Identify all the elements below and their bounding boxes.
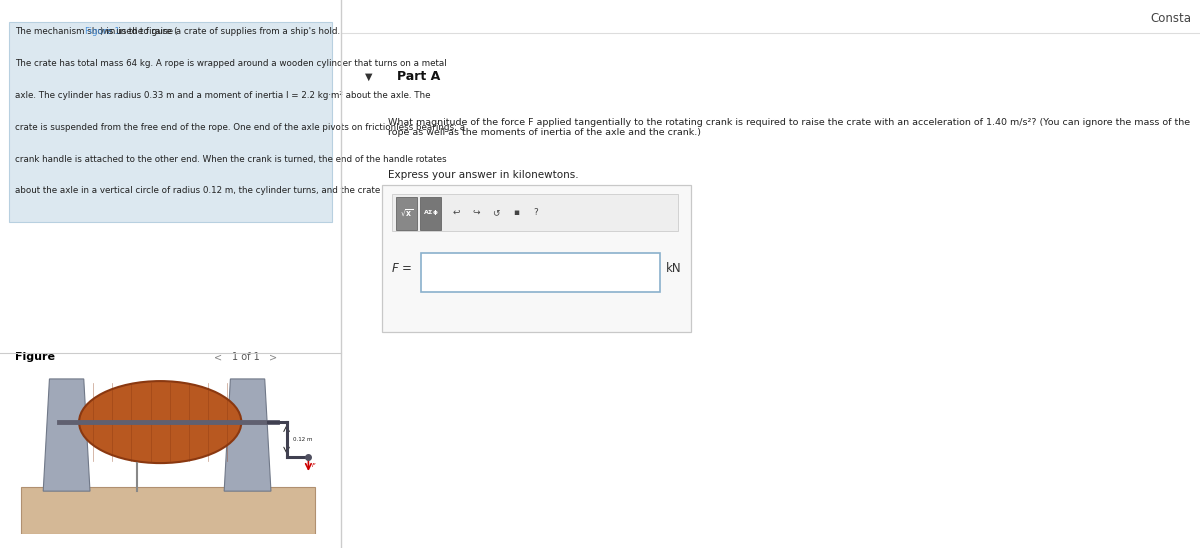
Text: <: < <box>214 352 222 362</box>
FancyBboxPatch shape <box>8 22 332 222</box>
Text: $\bf{A\Sigma\phi}$: $\bf{A\Sigma\phi}$ <box>422 208 438 217</box>
FancyBboxPatch shape <box>421 253 660 292</box>
Text: 0.12 m: 0.12 m <box>293 437 312 442</box>
Text: kN: kN <box>666 262 682 275</box>
Text: ) is used to raise a crate of supplies from a ship's hold.: ) is used to raise a crate of supplies f… <box>101 27 341 36</box>
Text: crate is suspended from the free end of the rope. One end of the axle pivots on : crate is suspended from the free end of … <box>16 123 466 132</box>
FancyBboxPatch shape <box>22 487 314 534</box>
Text: ↺: ↺ <box>492 208 500 217</box>
Text: F: F <box>312 464 316 469</box>
Text: What magnitude of the force F applied tangentially to the rotating crank is requ: What magnitude of the force F applied ta… <box>388 118 1190 137</box>
Text: about the axle in a vertical circle of radius 0.12 m, the cylinder turns, and th: about the axle in a vertical circle of r… <box>16 186 422 195</box>
Text: ▪: ▪ <box>514 208 520 217</box>
Text: Figure: Figure <box>16 352 55 362</box>
Text: ↩: ↩ <box>454 208 461 217</box>
FancyBboxPatch shape <box>392 194 678 231</box>
Text: >: > <box>269 352 277 362</box>
Text: Part A: Part A <box>397 70 440 83</box>
FancyBboxPatch shape <box>396 197 418 230</box>
Text: $\bf{\sqrt{x}}$: $\bf{\sqrt{x}}$ <box>400 207 413 218</box>
Text: axle. The cylinder has radius 0.33 m and a moment of inertia I = 2.2 kg·m² about: axle. The cylinder has radius 0.33 m and… <box>16 91 431 100</box>
Text: The crate has total mass 64 kg. A rope is wrapped around a wooden cylinder that : The crate has total mass 64 kg. A rope i… <box>16 59 448 68</box>
Text: Figure 1: Figure 1 <box>84 27 120 36</box>
Text: The mechanism shown in the figure (: The mechanism shown in the figure ( <box>16 27 178 36</box>
FancyBboxPatch shape <box>420 197 442 230</box>
Text: $F\,=$: $F\,=$ <box>391 262 413 275</box>
Text: ?: ? <box>534 208 539 217</box>
Text: ▼: ▼ <box>365 72 372 82</box>
Polygon shape <box>224 379 271 491</box>
FancyBboxPatch shape <box>382 185 691 332</box>
Text: ↪: ↪ <box>473 208 480 217</box>
Text: 1 of 1: 1 of 1 <box>232 352 259 362</box>
Text: crank handle is attached to the other end. When the crank is turned, the end of : crank handle is attached to the other en… <box>16 155 446 163</box>
Text: Express your answer in kilonewtons.: Express your answer in kilonewtons. <box>388 170 578 180</box>
Polygon shape <box>43 379 90 491</box>
Text: Consta: Consta <box>1151 12 1192 25</box>
Ellipse shape <box>79 381 241 463</box>
